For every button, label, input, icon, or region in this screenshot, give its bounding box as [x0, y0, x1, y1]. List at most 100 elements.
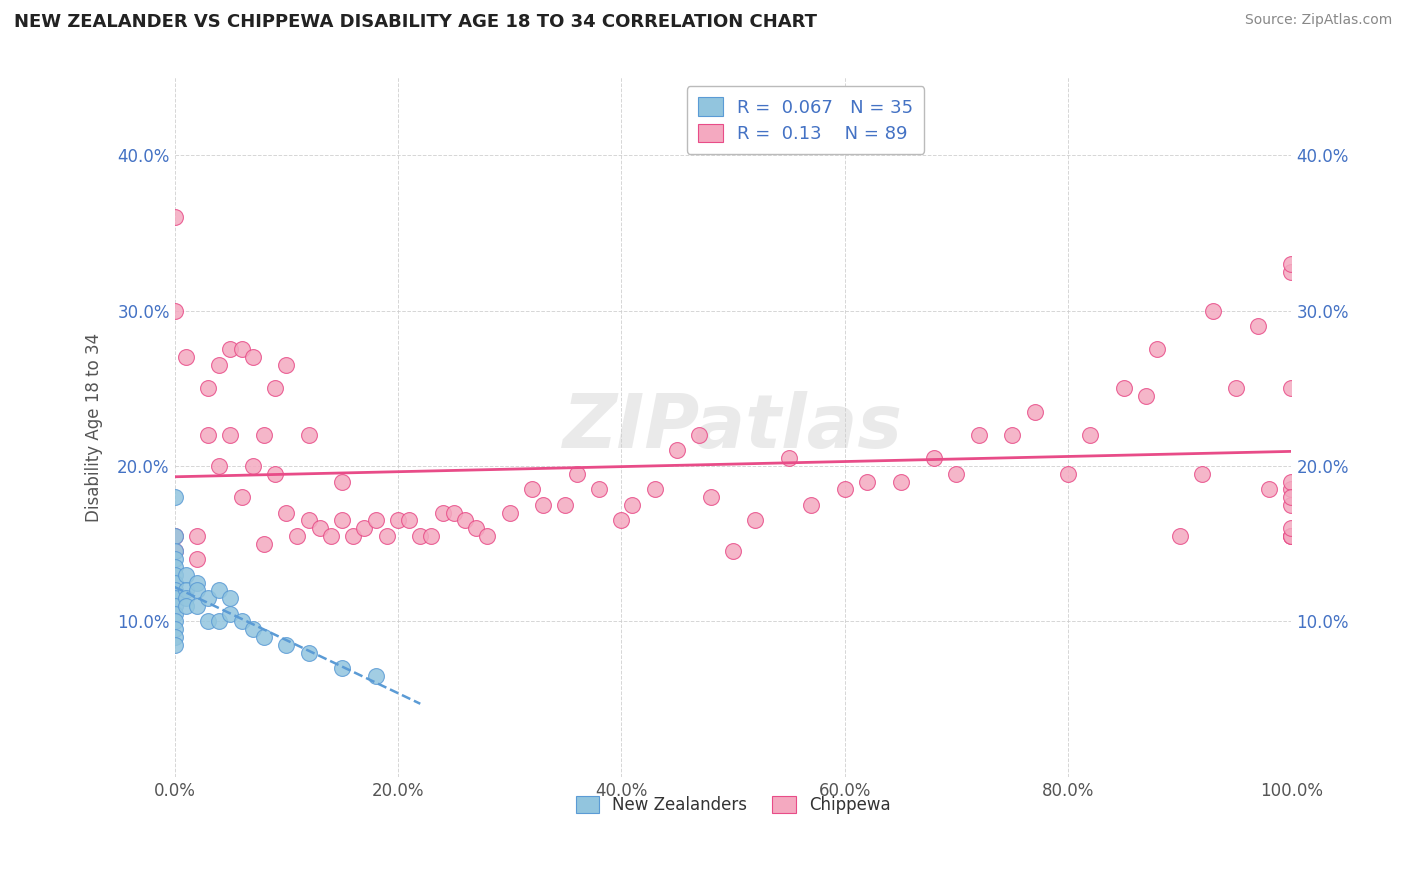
Point — [163, 552, 186, 566]
Point — [163, 615, 186, 629]
Point — [1202, 303, 1225, 318]
Point — [163, 575, 186, 590]
Point — [744, 513, 766, 527]
Point — [264, 381, 287, 395]
Point — [375, 529, 398, 543]
Y-axis label: Disability Age 18 to 34: Disability Age 18 to 34 — [86, 333, 103, 522]
Point — [967, 428, 990, 442]
Point — [1281, 490, 1303, 504]
Point — [174, 599, 197, 613]
Point — [231, 343, 253, 357]
Point — [163, 567, 186, 582]
Point — [186, 529, 208, 543]
Point — [1281, 257, 1303, 271]
Point — [454, 513, 477, 527]
Point — [308, 521, 330, 535]
Point — [163, 607, 186, 621]
Point — [420, 529, 443, 543]
Point — [163, 591, 186, 606]
Point — [800, 498, 823, 512]
Point — [186, 575, 208, 590]
Point — [330, 475, 353, 489]
Point — [465, 521, 488, 535]
Point — [264, 467, 287, 481]
Point — [387, 513, 409, 527]
Point — [163, 490, 186, 504]
Point — [297, 646, 319, 660]
Point — [297, 513, 319, 527]
Point — [242, 350, 264, 364]
Point — [610, 513, 633, 527]
Point — [219, 591, 242, 606]
Point — [364, 669, 387, 683]
Point — [253, 537, 276, 551]
Point — [1281, 483, 1303, 497]
Point — [721, 544, 744, 558]
Point — [197, 615, 219, 629]
Text: NEW ZEALANDER VS CHIPPEWA DISABILITY AGE 18 TO 34 CORRELATION CHART: NEW ZEALANDER VS CHIPPEWA DISABILITY AGE… — [14, 13, 817, 31]
Point — [689, 428, 711, 442]
Point — [163, 622, 186, 636]
Point — [163, 544, 186, 558]
Point — [208, 583, 231, 598]
Point — [353, 521, 375, 535]
Point — [1146, 343, 1168, 357]
Legend: New Zealanders, Chippewa: New Zealanders, Chippewa — [565, 787, 900, 824]
Point — [1281, 381, 1303, 395]
Point — [186, 583, 208, 598]
Point — [330, 661, 353, 675]
Point — [644, 483, 666, 497]
Point — [242, 622, 264, 636]
Point — [174, 583, 197, 598]
Point — [398, 513, 420, 527]
Point — [276, 358, 298, 372]
Point — [163, 630, 186, 644]
Point — [163, 583, 186, 598]
Point — [477, 529, 499, 543]
Point — [174, 350, 197, 364]
Point — [163, 529, 186, 543]
Point — [163, 303, 186, 318]
Point — [319, 529, 342, 543]
Point — [554, 498, 576, 512]
Text: Source: ZipAtlas.com: Source: ZipAtlas.com — [1244, 13, 1392, 28]
Point — [834, 483, 856, 497]
Point — [276, 506, 298, 520]
Point — [219, 343, 242, 357]
Text: ZIPatlas: ZIPatlas — [562, 391, 903, 464]
Point — [364, 513, 387, 527]
Point — [443, 506, 465, 520]
Point — [208, 358, 231, 372]
Point — [1001, 428, 1024, 442]
Point — [342, 529, 364, 543]
Point — [253, 630, 276, 644]
Point — [197, 591, 219, 606]
Point — [163, 529, 186, 543]
Point — [219, 607, 242, 621]
Point — [531, 498, 554, 512]
Point — [186, 599, 208, 613]
Point — [1225, 381, 1247, 395]
Point — [699, 490, 721, 504]
Point — [242, 458, 264, 473]
Point — [208, 615, 231, 629]
Point — [197, 381, 219, 395]
Point — [163, 211, 186, 225]
Point — [778, 451, 800, 466]
Point — [208, 458, 231, 473]
Point — [1135, 389, 1157, 403]
Point — [1281, 498, 1303, 512]
Point — [588, 483, 610, 497]
Point — [231, 490, 253, 504]
Point — [856, 475, 879, 489]
Point — [1258, 483, 1281, 497]
Point — [231, 615, 253, 629]
Point — [409, 529, 432, 543]
Point — [174, 567, 197, 582]
Point — [889, 475, 911, 489]
Point — [197, 428, 219, 442]
Point — [163, 599, 186, 613]
Point — [432, 506, 454, 520]
Point — [276, 638, 298, 652]
Point — [1024, 404, 1046, 418]
